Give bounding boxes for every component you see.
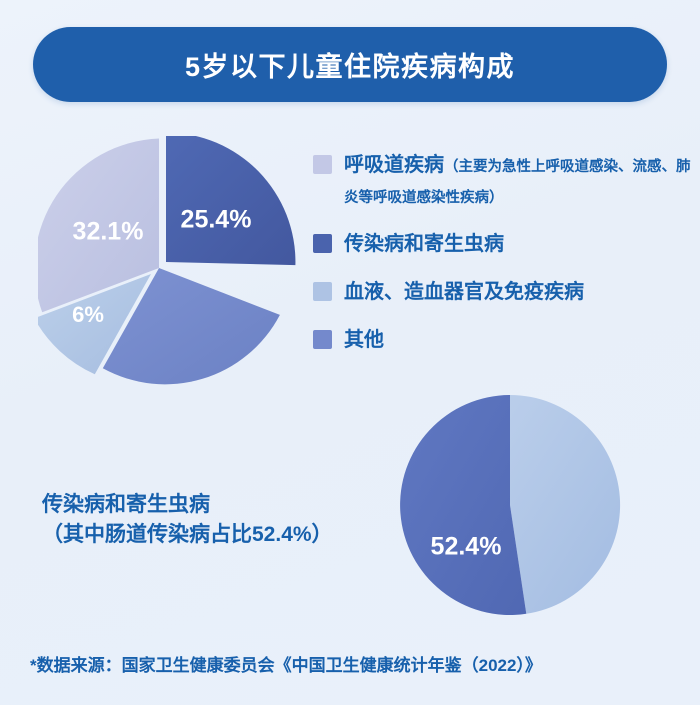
caption-line-2: （其中肠道传染病占比52.4%） xyxy=(42,523,333,547)
legend-label-other: 其他 xyxy=(344,329,384,351)
pie-slice-respiratory xyxy=(38,138,159,313)
pie-label-respiratory: 32.1% xyxy=(73,218,144,246)
legend-item-other[interactable]: 其他 xyxy=(313,325,693,356)
page-title: 5岁以下儿童住院疾病构成 xyxy=(184,52,515,82)
pie2-slice-other-infectious xyxy=(510,394,621,614)
legend-swatch-respiratory-icon xyxy=(313,155,332,174)
page-title-bar: 5岁以下儿童住院疾病构成 xyxy=(33,27,667,102)
pie2-label-intestinal: 52.4% xyxy=(431,533,502,561)
pie-slice-other xyxy=(102,268,280,385)
pie-chart-2-svg: 52.4% xyxy=(400,394,621,615)
pie2-slice-intestinal xyxy=(400,395,527,615)
legend-label-respiratory: 呼吸道疾病（主要为急性上呼吸道感染、流感、肺炎等呼吸道感染性疾病） xyxy=(344,150,693,212)
chart-legend: 呼吸道疾病（主要为急性上呼吸道感染、流感、肺炎等呼吸道感染性疾病） 传染病和寄生… xyxy=(313,150,693,356)
pie-chart-1-svg: 32.1% 25.4% 6% xyxy=(38,136,296,385)
pie-slice-blood xyxy=(38,274,151,375)
legend-swatch-infectious-icon xyxy=(313,234,332,253)
legend-label-blood: 血液、造血器官及免疫疾病 xyxy=(344,281,584,303)
legend-label-respiratory-note: （主要为急性上呼吸道感染、流感、肺炎等呼吸道感染性疾病） xyxy=(344,159,691,206)
pie-label-blood: 6% xyxy=(72,302,104,327)
legend-item-respiratory[interactable]: 呼吸道疾病（主要为急性上呼吸道感染、流感、肺炎等呼吸道感染性疾病） xyxy=(313,150,693,212)
pie-slice-infectious xyxy=(166,136,296,266)
legend-label-infectious: 传染病和寄生虫病 xyxy=(344,233,504,255)
pie-chart-disease-composition: 32.1% 25.4% 6% xyxy=(38,136,298,394)
legend-item-infectious[interactable]: 传染病和寄生虫病 xyxy=(313,229,693,260)
caption-line-1: 传染病和寄生虫病 xyxy=(42,493,210,516)
legend-swatch-other-icon xyxy=(313,330,332,349)
pie-chart-2-caption: 传染病和寄生虫病 （其中肠道传染病占比52.4%） xyxy=(42,490,382,551)
legend-label-respiratory-main: 呼吸道疾病 xyxy=(344,154,444,176)
data-source-note: *数据来源：国家卫生健康委员会《中国卫生健康统计年鉴（2022）》 xyxy=(30,656,542,675)
legend-swatch-blood-icon xyxy=(313,282,332,301)
pie-chart-intestinal-share: 52.4% xyxy=(398,385,634,625)
legend-item-blood[interactable]: 血液、造血器官及免疫疾病 xyxy=(313,277,693,308)
pie-label-infectious: 25.4% xyxy=(181,206,252,234)
